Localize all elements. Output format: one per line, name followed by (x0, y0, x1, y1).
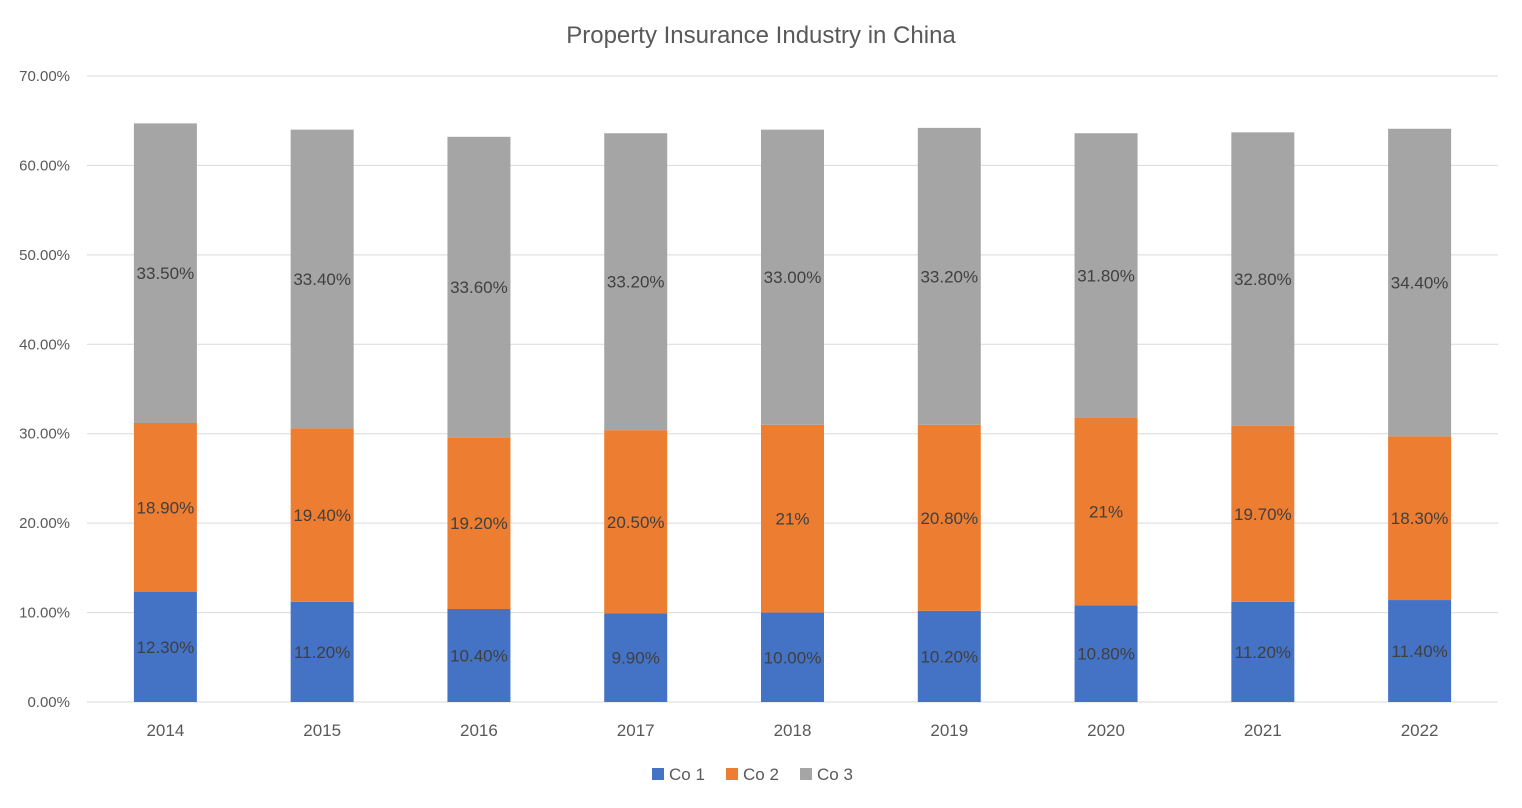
data-label: 33.40% (293, 270, 351, 289)
bar-segment-co-2 (917, 424, 981, 611)
data-label: 33.00% (764, 268, 822, 287)
data-label: 9.90% (612, 649, 660, 668)
bar-segment-co-3 (133, 123, 197, 423)
bar-segment-co-2 (761, 424, 824, 613)
legend-swatch (652, 768, 664, 780)
bar-segment-co-3 (917, 127, 981, 425)
legend: Co 1 Co 2 Co 3 (652, 765, 853, 784)
data-label: 10.40% (450, 646, 508, 665)
bars (133, 123, 1452, 702)
x-tick-label: 2018 (774, 721, 812, 740)
bar-segment-co-1 (133, 592, 197, 702)
bar-segment-co-3 (290, 129, 354, 429)
x-tick-label: 2019 (930, 721, 968, 740)
bar-segment-co-1 (1388, 600, 1452, 702)
bar-segment-co-2 (1231, 425, 1295, 602)
data-label: 12.30% (137, 638, 195, 657)
x-tick-label: 2022 (1401, 721, 1439, 740)
data-label: 34.40% (1391, 274, 1449, 293)
y-tick-label: 60.00% (19, 157, 70, 174)
bar-segment-co-2 (447, 437, 511, 609)
data-label: 33.20% (607, 273, 665, 292)
data-label: 18.30% (1391, 509, 1449, 528)
bar-segment-co-3 (1231, 132, 1295, 426)
x-tick-label: 2021 (1244, 721, 1282, 740)
bar-segment-co-2 (1388, 436, 1452, 601)
bar-segment-co-2 (604, 430, 668, 614)
data-labels: 12.30% 18.90% 33.50% 11.20% 19.40% 33.40% 10.4… (137, 264, 1449, 668)
y-tick-label: 30.00% (19, 426, 70, 443)
bar-segment-co-3 (1388, 128, 1452, 437)
y-tick-label: 50.00% (19, 247, 70, 264)
y-tick-label: 20.00% (19, 515, 70, 532)
data-label: 19.70% (1234, 505, 1292, 524)
data-label: 32.80% (1234, 270, 1292, 289)
bar-segment-co-3 (761, 129, 824, 425)
data-label: 33.20% (920, 267, 978, 286)
y-tick-label: 70.00% (19, 68, 70, 85)
data-label: 31.80% (1077, 266, 1135, 285)
data-label: 19.40% (293, 506, 351, 525)
data-label: 19.20% (450, 514, 508, 533)
bar-segment-co-1 (1074, 605, 1138, 702)
bar-segment-co-1 (447, 608, 511, 702)
y-tick-label: 10.00% (19, 605, 70, 622)
y-axis-ticks: 0.00% 10.00% 20.00% 30.00% 40.00% 50.00% 60.00… (19, 68, 70, 711)
x-tick-label: 2020 (1087, 721, 1125, 740)
legend-label: Co 3 (817, 765, 853, 784)
data-label: 21% (1089, 503, 1123, 522)
data-label: 18.90% (137, 498, 195, 517)
legend-swatch (800, 768, 812, 780)
data-label: 10.00% (764, 648, 822, 667)
x-tick-label: 2016 (460, 721, 498, 740)
data-label: 10.20% (920, 647, 978, 666)
data-label: 33.50% (137, 264, 195, 283)
chart-title: Property Insurance Industry in China (566, 22, 956, 49)
x-tick-label: 2017 (617, 721, 655, 740)
bar-segment-co-3 (604, 133, 668, 431)
bar-segment-co-3 (447, 136, 511, 438)
bar-segment-co-1 (604, 613, 668, 702)
data-label: 33.60% (450, 278, 508, 297)
bar-segment-co-1 (761, 612, 824, 702)
legend-label: Co 1 (669, 765, 705, 784)
bar-segment-co-2 (290, 428, 354, 602)
data-label: 21% (775, 510, 809, 529)
bar-segment-co-1 (917, 610, 981, 702)
data-label: 20.80% (920, 509, 978, 528)
x-tick-label: 2015 (303, 721, 341, 740)
data-label: 10.80% (1077, 645, 1135, 664)
data-label: 20.50% (607, 513, 665, 532)
y-tick-label: 0.00% (27, 694, 70, 711)
bar-segment-co-1 (290, 601, 354, 702)
x-axis-ticks: 2014 2015 2016 2017 2018 2019 2020 2021 2022 (146, 721, 1438, 740)
legend-swatch (726, 768, 738, 780)
bar-segment-co-1 (1231, 601, 1295, 702)
bar-segment-co-2 (133, 422, 197, 593)
data-label: 11.40% (1391, 642, 1447, 661)
bar-segment-co-2 (1074, 417, 1138, 606)
x-tick-label: 2014 (146, 721, 184, 740)
y-tick-label: 40.00% (19, 336, 70, 353)
data-label: 11.20% (1235, 643, 1291, 662)
bar-segment-co-3 (1074, 133, 1138, 418)
data-label: 11.20% (294, 643, 350, 662)
legend-label: Co 2 (743, 765, 779, 784)
